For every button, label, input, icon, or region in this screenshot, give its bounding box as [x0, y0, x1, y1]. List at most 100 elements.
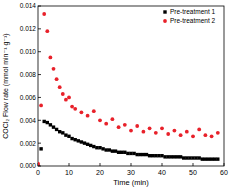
data-point: [179, 155, 182, 158]
data-point: [95, 146, 98, 149]
data-point: [201, 157, 204, 160]
y-tick: [38, 74, 41, 75]
x-tick: [69, 163, 70, 166]
data-point: [188, 156, 191, 159]
data-point: [111, 149, 114, 152]
data-point: [179, 133, 183, 137]
data-point: [58, 85, 62, 89]
data-point: [198, 156, 201, 159]
data-point: [77, 139, 80, 142]
data-point: [80, 140, 83, 143]
legend-marker: [163, 19, 167, 23]
data-point: [132, 152, 135, 155]
data-point: [38, 162, 40, 166]
data-point: [163, 155, 166, 158]
data-point: [148, 154, 151, 157]
data-point: [105, 148, 108, 151]
y-tick: [38, 97, 41, 98]
data-point: [64, 98, 68, 102]
y-tick-label: 0.014: [20, 2, 37, 9]
data-point: [154, 154, 157, 157]
data-point: [98, 146, 101, 149]
data-point: [70, 137, 73, 140]
data-point: [86, 114, 90, 118]
data-point: [52, 67, 56, 71]
y-tick: [38, 51, 41, 52]
data-point: [46, 121, 49, 124]
data-point: [86, 143, 89, 146]
data-point: [123, 151, 126, 154]
legend: Pre-treatment 1Pre-treatment 2: [163, 8, 215, 24]
y-tick-label: 0.002: [20, 140, 37, 147]
x-tick-label: 30: [127, 169, 135, 176]
x-tick-label: 0: [36, 169, 40, 176]
data-point: [185, 156, 188, 159]
data-point: [157, 154, 160, 157]
data-point: [58, 130, 61, 133]
x-tick-label: 40: [158, 169, 166, 176]
data-point: [83, 141, 86, 144]
data-point: [55, 128, 58, 131]
points: [38, 12, 220, 166]
data-point: [114, 149, 117, 152]
data-point: [176, 155, 179, 158]
data-point: [98, 118, 102, 122]
y-tick: [38, 120, 41, 121]
data-point: [129, 129, 133, 133]
data-point: [43, 120, 46, 123]
data-point: [101, 147, 104, 150]
data-point: [42, 12, 46, 16]
data-point: [213, 157, 216, 160]
x-tick-label: 60: [220, 169, 228, 176]
data-point: [126, 152, 129, 155]
data-point: [117, 125, 121, 129]
data-point: [92, 109, 96, 113]
x-tick: [193, 163, 194, 166]
data-point: [70, 105, 74, 109]
y-axis-label: COCl₂ Flow rate (mmol min⁻¹ g⁻¹): [2, 33, 10, 138]
y-tick-label: 0.006: [20, 94, 37, 101]
data-point: [191, 134, 195, 138]
y-tick: [38, 143, 41, 144]
data-point: [204, 133, 208, 137]
data-point: [111, 117, 115, 121]
data-point: [154, 131, 158, 135]
data-point: [139, 153, 142, 156]
x-axis-label: Time (min): [113, 178, 149, 187]
data-point: [173, 129, 177, 133]
data-point: [49, 56, 53, 60]
data-point: [120, 151, 123, 154]
data-point: [80, 110, 84, 114]
data-point: [52, 125, 55, 128]
data-point: [64, 133, 67, 136]
data-point: [167, 155, 170, 158]
legend-label: Pre-treatment 2: [170, 17, 216, 24]
data-point: [194, 156, 197, 159]
x-tick: [224, 163, 225, 166]
x-tick: [131, 163, 132, 166]
data-point: [216, 131, 220, 135]
data-point: [49, 123, 52, 126]
data-point: [104, 122, 108, 126]
data-point: [92, 145, 95, 148]
data-point: [170, 155, 173, 158]
data-point: [39, 147, 42, 150]
x-tick-label: 50: [189, 169, 197, 176]
data-point: [148, 126, 152, 130]
data-point: [67, 96, 71, 100]
data-point: [74, 138, 77, 141]
data-point: [204, 157, 207, 160]
data-point: [61, 131, 64, 134]
data-point: [39, 104, 43, 108]
data-point: [67, 135, 70, 138]
data-point: [135, 124, 139, 128]
data-point: [182, 156, 185, 159]
y-tick: [38, 28, 41, 29]
data-point: [123, 123, 127, 127]
x-tick-label: 20: [96, 169, 104, 176]
data-point: [142, 130, 146, 134]
data-point: [207, 157, 210, 160]
x-tick: [162, 163, 163, 166]
data-point: [129, 152, 132, 155]
plot-frame: [38, 6, 224, 166]
